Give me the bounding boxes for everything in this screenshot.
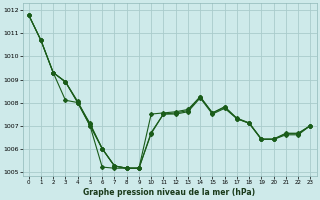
X-axis label: Graphe pression niveau de la mer (hPa): Graphe pression niveau de la mer (hPa) bbox=[84, 188, 256, 197]
